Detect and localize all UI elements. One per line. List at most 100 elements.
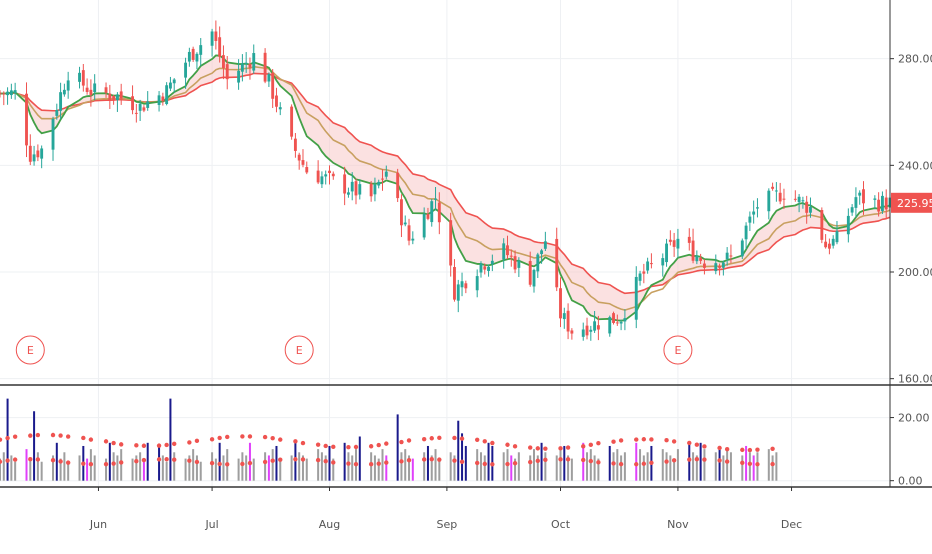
volume-dot-upper — [353, 444, 359, 450]
volume-bar — [676, 449, 679, 481]
candle-body — [373, 184, 377, 195]
volume-bar — [347, 452, 350, 481]
volume-bar — [245, 455, 248, 481]
volume-dot-upper — [747, 447, 753, 453]
volume-dot-upper — [588, 442, 594, 448]
volume-dot-upper — [187, 440, 192, 445]
candle-body — [483, 266, 487, 270]
candle-body — [411, 238, 415, 241]
candle-body — [714, 263, 718, 272]
volume-bar — [635, 442, 638, 481]
candle-body — [343, 174, 347, 194]
volume-dot-upper — [717, 445, 722, 451]
candle-body — [384, 171, 388, 177]
candle-body — [884, 197, 888, 210]
volume-bar — [642, 455, 645, 481]
earnings-marker-label: E — [674, 344, 681, 357]
volume-dot-lower — [134, 459, 139, 464]
volume-dot-upper — [611, 439, 616, 444]
volume-bar — [131, 458, 134, 481]
candle-body — [850, 207, 854, 213]
volume-bar — [40, 461, 43, 481]
earnings-marker: E — [663, 335, 693, 365]
candle-body — [797, 196, 801, 203]
candle-body — [112, 96, 116, 100]
volume-bar — [294, 442, 297, 481]
volume-bar — [211, 452, 214, 481]
candle-body — [831, 238, 835, 246]
volume-dot-upper — [194, 438, 200, 444]
volume-dot-upper — [141, 443, 147, 448]
volume-bar — [252, 458, 255, 481]
volume-dot-upper — [323, 443, 328, 449]
volume-dot-lower — [565, 457, 571, 462]
volume-bar — [665, 452, 668, 481]
volume-dot-lower — [28, 457, 33, 462]
volume-dot-lower — [558, 457, 563, 462]
candle-body — [809, 206, 812, 213]
volume-bar — [161, 455, 164, 481]
time-tick-label: Jun — [89, 518, 107, 531]
candle-body — [721, 262, 725, 268]
volume-dot-upper — [535, 446, 540, 451]
candle-body — [62, 89, 66, 95]
volume-dot-lower — [217, 461, 222, 467]
volume-bar — [2, 452, 5, 481]
volume-dot-upper — [755, 447, 760, 452]
volume-bar — [264, 452, 267, 481]
volume-bar — [59, 458, 62, 481]
volume-bar — [298, 452, 301, 481]
volume-bar — [567, 455, 570, 481]
candle-body — [767, 190, 771, 212]
volume-bar — [741, 455, 744, 481]
candle-body — [369, 183, 373, 197]
volume-bar — [483, 455, 486, 481]
volume-bar — [237, 458, 240, 481]
volume-dot-upper — [134, 443, 139, 448]
candle-body — [649, 263, 653, 265]
candle-body — [623, 318, 627, 322]
candle-body — [873, 198, 877, 200]
candle-body — [51, 118, 55, 150]
volume-bar — [116, 455, 119, 481]
volume-bar — [358, 436, 361, 481]
volume-bar — [317, 449, 320, 481]
volume-dot-lower — [81, 461, 86, 466]
volume-bar — [593, 455, 596, 481]
volume-dot-lower — [35, 457, 41, 462]
volume-dot-upper — [300, 440, 306, 446]
volume-bar — [218, 442, 221, 481]
candle-body — [210, 31, 214, 46]
volume-bar — [271, 449, 274, 481]
volume-dot-upper — [770, 446, 775, 452]
volume-bar — [563, 445, 566, 481]
volume-dot-upper — [331, 444, 336, 450]
ema-fast-line — [0, 54, 891, 322]
volume-bar — [752, 455, 755, 481]
candle-body — [612, 313, 615, 323]
volume-bar — [449, 452, 452, 481]
volume-bar — [86, 458, 89, 481]
candle-body — [157, 95, 161, 105]
volume-dot-lower — [702, 457, 707, 462]
volume-dot-lower — [649, 460, 654, 465]
last-price-tag — [891, 192, 932, 213]
candle-body — [661, 258, 665, 266]
candle-body — [59, 92, 63, 111]
candle-body — [293, 138, 297, 151]
candles — [0, 20, 892, 341]
candle-body — [6, 91, 10, 96]
volume-dot-upper — [346, 445, 351, 450]
volume-dot-lower — [103, 461, 109, 467]
volume-bar — [718, 445, 721, 481]
candle-body — [608, 317, 612, 334]
candle-body — [490, 260, 494, 265]
volume-dot-lower — [353, 461, 359, 467]
volume-bar — [430, 455, 433, 481]
volume-dot-lower — [740, 460, 745, 466]
candle-body — [691, 240, 695, 261]
price-tick-label: 280.00 — [898, 53, 932, 66]
volume-bar — [139, 452, 142, 481]
candle-body — [646, 261, 650, 271]
price-tick-label: 240.00 — [898, 159, 932, 172]
